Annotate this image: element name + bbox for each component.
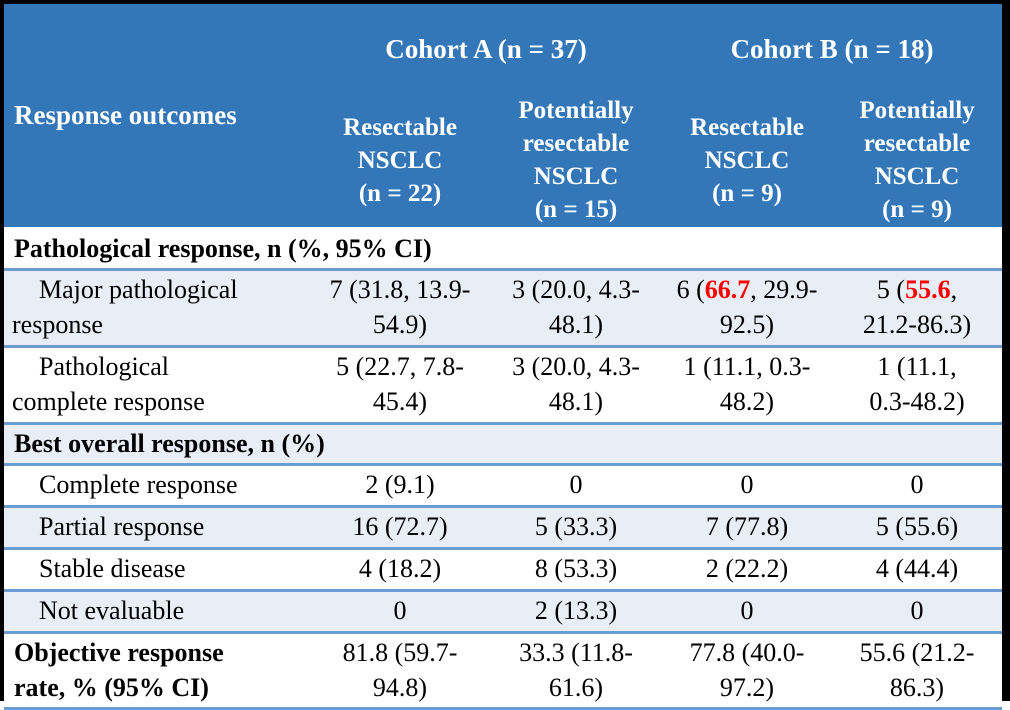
header-cohort-a: Cohort A (n = 37) bbox=[310, 4, 662, 94]
table-header: Response outcomes Cohort A (n = 37) Coho… bbox=[4, 4, 1003, 228]
section-row-pathological-response: Pathological response, n (%, 95% CI) bbox=[4, 226, 1003, 270]
cell-value-highlight: 55.6 bbox=[905, 275, 951, 305]
cell-value-suffix: , 21.2-86.3) bbox=[862, 275, 972, 340]
cell-value: 16 (72.7) bbox=[310, 505, 490, 549]
row-label: Pathological complete response bbox=[4, 344, 310, 424]
row-complete-response: Complete response 2 (9.1) 0 0 0 bbox=[4, 463, 1003, 507]
cell-value: 77.8 (40.0- 97.2) bbox=[662, 630, 832, 710]
section-label: Best overall response, n (%) bbox=[4, 421, 1003, 465]
cell-value: 0 bbox=[832, 588, 1003, 633]
cell-value: 4 (44.4) bbox=[832, 547, 1003, 591]
cell-value: 3 (20.0, 4.3- 48.1) bbox=[490, 344, 662, 424]
section-label: Pathological response, n (%, 95% CI) bbox=[4, 226, 1003, 270]
header-cohort-b: Cohort B (n = 18) bbox=[662, 4, 1003, 94]
row-label: Stable disease bbox=[4, 547, 310, 591]
cell-value: 6 (66.7, 29.9- 92.5) bbox=[662, 268, 832, 347]
cell-value: 3 (20.0, 4.3- 48.1) bbox=[490, 268, 662, 347]
header-subcolumn-row: Resectable NSCLC (n = 22) Potentially re… bbox=[4, 94, 1003, 228]
cell-value: 2 (22.2) bbox=[662, 547, 832, 591]
row-partial-response: Partial response 16 (72.7) 5 (33.3) 7 (7… bbox=[4, 505, 1003, 549]
cell-value: 81.8 (59.7- 94.8) bbox=[310, 630, 490, 710]
cell-value-suffix: , 29.9- 92.5) bbox=[719, 275, 818, 340]
cell-value: 1 (11.1, 0.3-48.2) bbox=[832, 344, 1003, 424]
header-col-potentially-resectable-b: Potentially resectable NSCLC (n = 9) bbox=[832, 94, 1003, 228]
row-label: Complete response bbox=[4, 463, 310, 507]
cell-value: 0 bbox=[832, 463, 1003, 507]
row-objective-response-rate: Objective response rate, % (95% CI) 81.8… bbox=[4, 630, 1003, 710]
cell-value: 8 (53.3) bbox=[490, 547, 662, 591]
row-stable-disease: Stable disease 4 (18.2) 8 (53.3) 2 (22.2… bbox=[4, 547, 1003, 591]
cell-value-highlight: 66.7 bbox=[704, 275, 751, 305]
row-label: Major pathological response bbox=[4, 268, 310, 347]
cell-value: 2 (13.3) bbox=[490, 588, 662, 633]
table-body: Pathological response, n (%, 95% CI) Maj… bbox=[4, 226, 1003, 710]
row-label: Objective response rate, % (95% CI) bbox=[4, 630, 310, 710]
cell-value: 5 (55.6) bbox=[832, 505, 1003, 549]
header-col-potentially-resectable-a: Potentially resectable NSCLC (n = 15) bbox=[490, 94, 662, 228]
header-col-resectable-b: Resectable NSCLC (n = 9) bbox=[662, 94, 832, 228]
cell-value: 55.6 (21.2- 86.3) bbox=[832, 630, 1003, 710]
cell-value: 5 (55.6, 21.2-86.3) bbox=[832, 268, 1003, 347]
cell-value: 0 bbox=[310, 588, 490, 633]
row-label: Not evaluable bbox=[4, 588, 310, 633]
row-pathological-complete-response: Pathological complete response 5 (22.7, … bbox=[4, 344, 1003, 424]
header-response-outcomes: Response outcomes bbox=[4, 4, 310, 228]
cell-value-prefix: 5 ( bbox=[876, 275, 906, 305]
row-label: Partial response bbox=[4, 505, 310, 549]
cell-value: 4 (18.2) bbox=[310, 547, 490, 591]
cell-value: 5 (33.3) bbox=[490, 505, 662, 549]
response-outcomes-table: Response outcomes Cohort A (n = 37) Coho… bbox=[4, 4, 1003, 710]
cell-value: 0 bbox=[490, 463, 662, 507]
cell-value: 7 (31.8, 13.9- 54.9) bbox=[310, 268, 490, 347]
cell-value: 33.3 (11.8- 61.6) bbox=[490, 630, 662, 710]
cell-value-prefix: 6 ( bbox=[676, 275, 705, 305]
cell-value: 1 (11.1, 0.3- 48.2) bbox=[662, 344, 832, 424]
cell-value: 5 (22.7, 7.8- 45.4) bbox=[310, 344, 490, 424]
header-cohort-row: Response outcomes Cohort A (n = 37) Coho… bbox=[4, 4, 1003, 228]
cell-value: 0 bbox=[662, 463, 832, 507]
section-row-best-overall-response: Best overall response, n (%) bbox=[4, 421, 1003, 465]
row-major-pathological-response: Major pathological response 7 (31.8, 13.… bbox=[4, 268, 1003, 347]
cell-value: 7 (77.8) bbox=[662, 505, 832, 549]
cell-value: 2 (9.1) bbox=[310, 463, 490, 507]
header-col-resectable-a: Resectable NSCLC (n = 22) bbox=[310, 94, 490, 228]
row-not-evaluable: Not evaluable 0 2 (13.3) 0 0 bbox=[4, 588, 1003, 633]
cell-value: 0 bbox=[662, 588, 832, 633]
